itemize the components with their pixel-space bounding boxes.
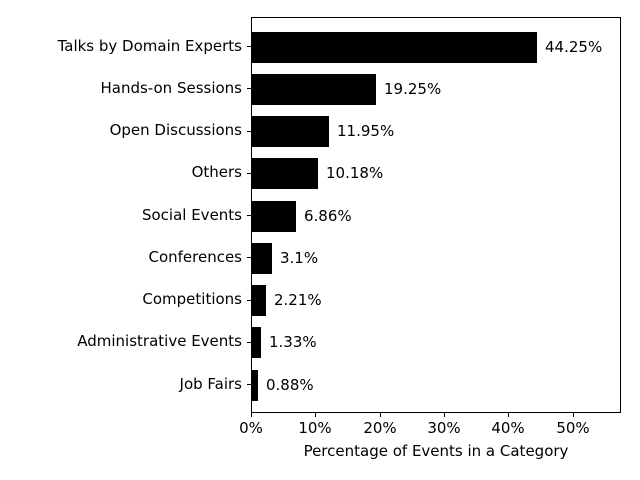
bar-conferences bbox=[252, 243, 272, 274]
y-tick-mark bbox=[247, 342, 251, 343]
y-tick-mark bbox=[247, 215, 251, 216]
bar-open-discussions bbox=[252, 116, 329, 147]
bar-talks-by-domain-experts bbox=[252, 32, 537, 63]
bar-competitions bbox=[252, 285, 266, 316]
y-tick-mark bbox=[247, 384, 251, 385]
bar-job-fairs bbox=[252, 370, 258, 401]
y-tick-label: Others bbox=[191, 163, 242, 181]
bar-value-label: 6.86% bbox=[304, 207, 352, 225]
bar-others bbox=[252, 158, 318, 189]
bar-value-label: 19.25% bbox=[384, 80, 442, 98]
x-tick-label: 30% bbox=[427, 419, 461, 437]
bar-value-label: 2.21% bbox=[274, 291, 322, 309]
y-tick-label: Hands-on Sessions bbox=[100, 79, 242, 97]
y-tick-mark bbox=[247, 300, 251, 301]
bar-administrative-events bbox=[252, 327, 261, 358]
y-tick-label: Talks by Domain Experts bbox=[57, 37, 242, 55]
y-tick-label: Administrative Events bbox=[77, 332, 242, 350]
y-tick-mark bbox=[247, 46, 251, 47]
x-tick-label: 50% bbox=[556, 419, 590, 437]
x-tick-mark bbox=[380, 413, 381, 417]
bar-social-events bbox=[252, 201, 296, 232]
bar-value-label: 0.88% bbox=[266, 376, 314, 394]
x-tick-mark bbox=[444, 413, 445, 417]
bar-hands-on-sessions bbox=[252, 74, 376, 105]
x-tick-label: 20% bbox=[363, 419, 397, 437]
y-tick-label: Conferences bbox=[148, 248, 242, 266]
x-tick-label: 0% bbox=[239, 419, 263, 437]
bar-value-label: 3.1% bbox=[280, 249, 319, 267]
x-tick-label: 10% bbox=[298, 419, 332, 437]
bar-value-label: 11.95% bbox=[337, 122, 395, 140]
y-tick-mark bbox=[247, 257, 251, 258]
bar-value-label: 44.25% bbox=[545, 38, 603, 56]
x-tick-label: 40% bbox=[491, 419, 525, 437]
y-tick-mark bbox=[247, 131, 251, 132]
y-tick-label: Competitions bbox=[142, 290, 242, 308]
bar-value-label: 1.33% bbox=[269, 333, 317, 351]
y-tick-label: Social Events bbox=[141, 206, 242, 224]
y-tick-label: Job Fairs bbox=[179, 375, 242, 393]
plot-area: 44.25% 19.25% 11.95% 10.18% 6.86% 3.1% 2.21% 1.… bbox=[251, 17, 621, 413]
y-tick-label: Open Discussions bbox=[109, 121, 242, 139]
x-tick-mark bbox=[315, 413, 316, 417]
x-tick-mark bbox=[573, 413, 574, 417]
y-tick-mark bbox=[247, 88, 251, 89]
x-tick-mark bbox=[251, 413, 252, 417]
x-axis-title: Percentage of Events in a Category bbox=[303, 442, 569, 460]
x-tick-mark bbox=[508, 413, 509, 417]
bar-value-label: 10.18% bbox=[326, 164, 384, 182]
y-tick-mark bbox=[247, 173, 251, 174]
